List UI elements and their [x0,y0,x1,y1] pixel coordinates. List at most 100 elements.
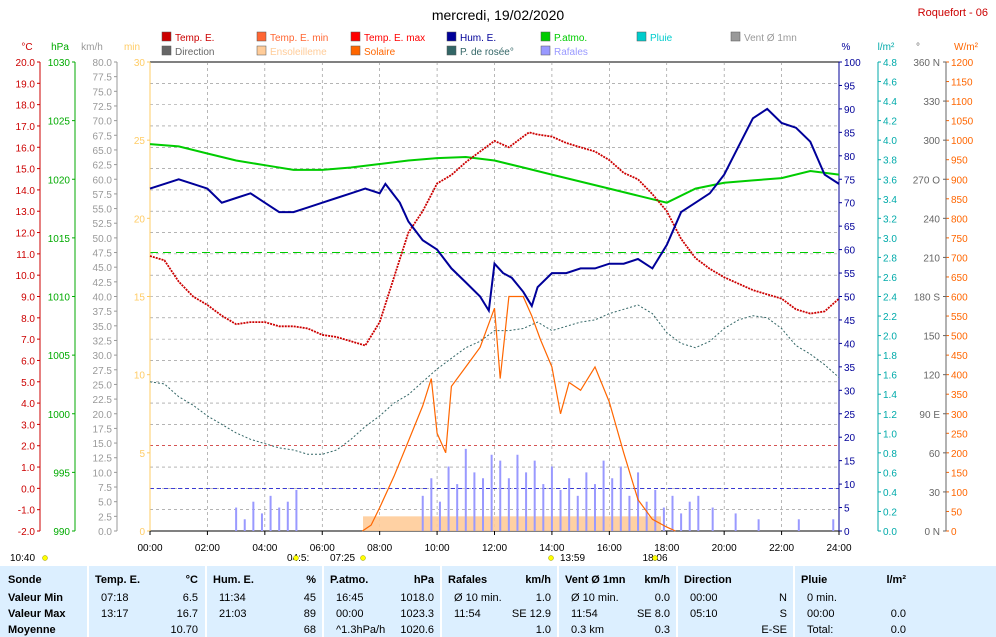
table-row-label: Moyenne [8,624,56,636]
time-marker-label: 07:25 [330,553,355,564]
hum-axis-label: 35 [844,363,856,374]
rain-axis-label: 3.6 [883,175,897,186]
table-row-label: Valeur Max [8,608,66,620]
table-cell: 0.0 [891,608,906,620]
press-axis-label: 990 [53,527,70,538]
table-cell: 0.3 km [571,624,604,636]
hum-axis-label: 85 [844,128,856,139]
table-header-unit: % [306,574,316,586]
solar-axis-label: 150 [951,468,968,479]
table-header-unit: °C [186,574,198,586]
chart-title: mercredi, 19/02/2020 [432,7,565,23]
solar-axis-label: 250 [951,429,968,440]
solar-axis-label: 1000 [951,136,974,147]
press-axis-label: 1010 [48,293,71,304]
rain-axis-label: 0.6 [883,468,897,479]
rain-axis-label: 3.8 [883,156,897,167]
temp-axis-label: 18.0 [16,101,36,112]
table-cell: 16:45 [336,592,364,604]
table-header: P.atmo. [330,574,368,586]
wind-axis-label: 80.0 [93,58,113,69]
table-cell: SE 12.9 [512,608,551,620]
hum-axis-label: 90 [844,105,856,116]
table-cell: 0.0 [891,624,906,636]
stats-table: Sonde Temp. E. °C Hum. E.% P.atmo. hPa Rafales… [0,566,996,637]
temp-axis-label: 5.0 [21,378,35,389]
time-marker-dot [652,555,658,561]
table-header: Pluie [801,574,827,586]
minutes-axis-label: 30 [134,58,146,69]
legend-label: Rafales [554,47,588,58]
legend-swatch [446,31,457,42]
minutes-axis-label: 5 [139,449,145,460]
legend-swatch [161,45,172,56]
legend: Temp. E. Temp. E. min Temp. E. max Hum. E. P… [161,31,797,58]
table-cell: 16.7 [177,608,198,620]
sunshine-band [363,516,662,531]
legend-label: Solaire [364,47,396,58]
temp-axis-label: 11.0 [16,250,35,261]
wind-axis-label: 17.5 [93,424,113,435]
solar-axis-label: 800 [951,214,968,225]
temp-axis-label: 3.0 [21,420,35,431]
table-header: Vent Ø 1mn [565,574,626,586]
wind-axis-label: 62.5 [93,161,113,172]
axis-unit-label: % [842,42,851,53]
solar-axis-label: 700 [951,253,968,264]
rain-axis-label: 4.6 [883,78,897,89]
series-line-hum-e [149,107,840,314]
rain-axis-label: 2.8 [883,253,897,264]
temp-axis-label: -1.0 [18,506,36,517]
wind-axis-label: 12.5 [93,454,113,465]
solar-axis-label: 1150 [951,78,973,89]
legend-label: Direction [175,47,214,58]
axis-units: °C hPa km/h min% l/m² ° W/m² [21,42,978,53]
table-cell: 10.70 [170,624,198,636]
minutes-axis-label: 10 [134,371,146,382]
wind-axis-label: 52.5 [93,219,113,230]
wind-axis-label: 25.0 [93,380,113,391]
time-marker-label: 13:59 [560,553,585,564]
table-header: Hum. E. [213,574,254,586]
table-cell: 00:00 [807,608,835,620]
rain-axis-label: 1.2 [883,410,897,421]
station-name: Roquefort - 06 [918,7,988,19]
table-header: Direction [684,574,732,586]
series-line-p-atmo [149,143,840,204]
temp-axis-label: 12.0 [16,229,36,240]
press-axis-label: 995 [53,468,70,479]
solar-axis-label: 600 [951,293,968,304]
table-cell: E-SE [761,624,787,636]
dir-axis-label: 0 N [924,527,940,538]
hum-axis-label: 60 [844,246,856,257]
table-cell: 11:34 [219,592,246,604]
dir-axis-label: 60 [929,449,941,460]
wind-axis-label: 50.0 [93,234,113,245]
series [149,107,840,532]
dir-axis-label: 360 N [913,58,940,69]
legend-swatch [350,31,361,42]
table-header: Sonde [8,574,42,586]
temp-axis-label: 20.0 [16,58,36,69]
table-cell: 0.3 [655,624,670,636]
dir-axis-label: 90 E [919,410,940,421]
x-axis-label: 22:00 [769,543,794,554]
time-marker-dot [293,555,299,561]
axis-unit-label: W/m² [954,42,979,53]
solar-axis-label: 650 [951,273,968,284]
wind-axis-label: 10.0 [93,468,113,479]
temp-axis-label: 16.0 [16,143,36,154]
wind-axis-label: 30.0 [93,351,113,362]
table-cell: 11:54 [571,608,598,620]
legend-swatch [730,31,741,42]
wind-axis-label: 20.0 [93,410,113,421]
rain-axis-label: 1.6 [883,371,897,382]
table-header: Rafales [448,574,487,586]
minutes-axis-label: 25 [134,136,146,147]
hum-axis-label: 15 [844,457,856,468]
dir-axis-label: 330 [923,97,940,108]
table-header: Temp. E. [95,574,140,586]
hum-axis-label: 100 [844,58,861,69]
